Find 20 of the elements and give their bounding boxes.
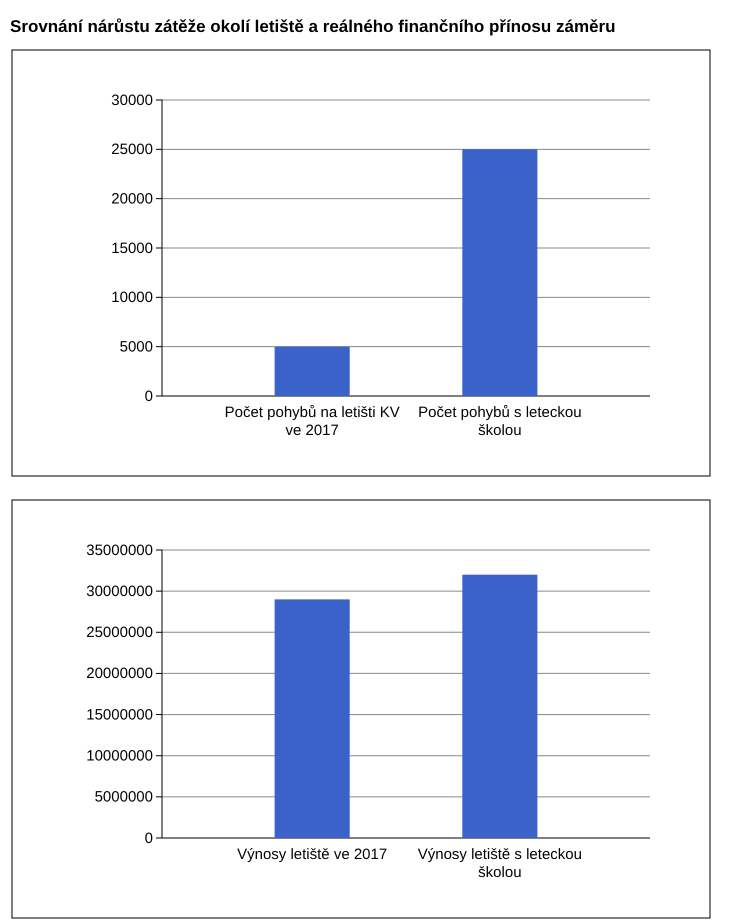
y-tick-label: 15000000 <box>86 706 153 724</box>
x-tick-label: Výnosy letiště ve 2017 <box>237 846 388 863</box>
x-tick-label: Počet pohybů na letišti KV ve 2017 <box>224 404 400 439</box>
y-tick-label: 0 <box>144 830 153 847</box>
x-tick-label: Počet pohybů s leteckou školou <box>418 404 582 439</box>
y-tick-label: 10000000 <box>86 748 153 765</box>
y-tick-label: 30000 <box>111 92 153 109</box>
y-tick-label: 20000000 <box>86 665 153 682</box>
y-tick-label: 25000000 <box>86 624 153 642</box>
chart-title: Srovnání nárůstu zátěže okolí letiště a reálného finančního přínosu záměru <box>10 17 616 36</box>
y-tick-label: 25000 <box>111 141 153 158</box>
y-tick-label: 5000 <box>120 338 153 356</box>
y-tick-label: 10000 <box>111 289 153 306</box>
y-tick-label: 0 <box>144 388 153 405</box>
y-tick-label: 20000 <box>111 190 153 208</box>
y-tick-label: 35000000 <box>86 542 153 559</box>
y-tick-label: 15000 <box>111 240 153 257</box>
x-tick-label: Výnosy letiště s leteckou školou <box>418 846 582 881</box>
y-tick-label: 5000000 <box>94 788 153 806</box>
y-tick-label: 30000000 <box>86 582 153 600</box>
